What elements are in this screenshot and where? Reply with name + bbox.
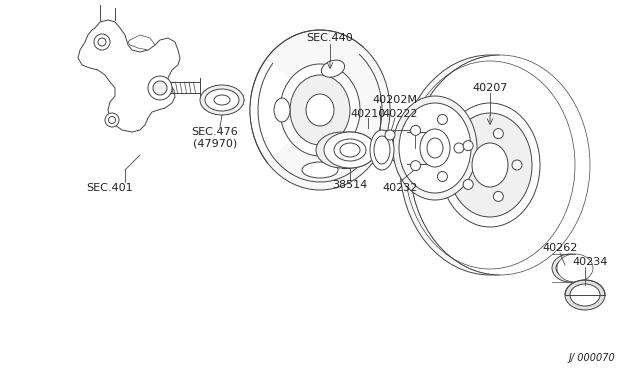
Ellipse shape [420,129,450,167]
Ellipse shape [552,254,588,282]
Text: 40234: 40234 [572,257,608,267]
Ellipse shape [427,138,443,158]
Circle shape [493,191,503,201]
Circle shape [94,34,110,50]
Text: 40262: 40262 [542,243,578,253]
Text: 40210: 40210 [350,109,386,119]
Text: (47970): (47970) [193,138,237,148]
Circle shape [98,38,106,46]
Ellipse shape [274,98,290,122]
Ellipse shape [340,143,360,157]
Text: SEC.440: SEC.440 [307,33,353,43]
Polygon shape [78,20,180,132]
Ellipse shape [316,132,368,168]
Ellipse shape [324,132,376,168]
Ellipse shape [321,60,344,77]
Circle shape [148,76,172,100]
Text: 40202M: 40202M [372,95,417,105]
Ellipse shape [374,136,390,164]
Circle shape [454,143,464,153]
Ellipse shape [565,280,605,310]
Ellipse shape [250,30,390,190]
Circle shape [437,171,447,182]
Ellipse shape [400,55,580,275]
Ellipse shape [557,254,593,282]
Text: 38514: 38514 [332,180,367,190]
Circle shape [512,160,522,170]
Ellipse shape [302,162,338,178]
Ellipse shape [393,96,477,200]
Ellipse shape [328,139,350,157]
Text: 40232: 40232 [382,183,418,193]
Ellipse shape [334,139,366,161]
Ellipse shape [410,55,590,275]
Text: J/ 000070: J/ 000070 [568,353,615,363]
Ellipse shape [385,132,429,164]
Text: SEC.401: SEC.401 [86,183,133,193]
Ellipse shape [472,143,508,187]
Ellipse shape [440,103,540,227]
Circle shape [463,179,473,189]
Polygon shape [128,35,155,50]
Circle shape [437,115,447,125]
Ellipse shape [448,113,532,217]
Ellipse shape [214,95,230,105]
Circle shape [385,130,395,140]
Ellipse shape [306,94,334,126]
Ellipse shape [290,75,350,145]
Ellipse shape [556,258,584,278]
Text: SEC.476: SEC.476 [191,127,238,137]
Wedge shape [250,61,320,160]
Circle shape [411,161,420,171]
Circle shape [463,141,473,151]
Ellipse shape [200,85,244,115]
Ellipse shape [280,64,360,156]
Text: 40222: 40222 [382,109,418,119]
Circle shape [493,129,503,139]
Ellipse shape [570,284,600,306]
Circle shape [109,116,115,124]
Circle shape [411,125,420,135]
Circle shape [105,113,119,127]
Ellipse shape [324,132,376,168]
Ellipse shape [205,89,239,111]
Circle shape [153,81,167,95]
Ellipse shape [370,130,394,170]
Text: 40207: 40207 [472,83,508,93]
Ellipse shape [399,103,471,193]
